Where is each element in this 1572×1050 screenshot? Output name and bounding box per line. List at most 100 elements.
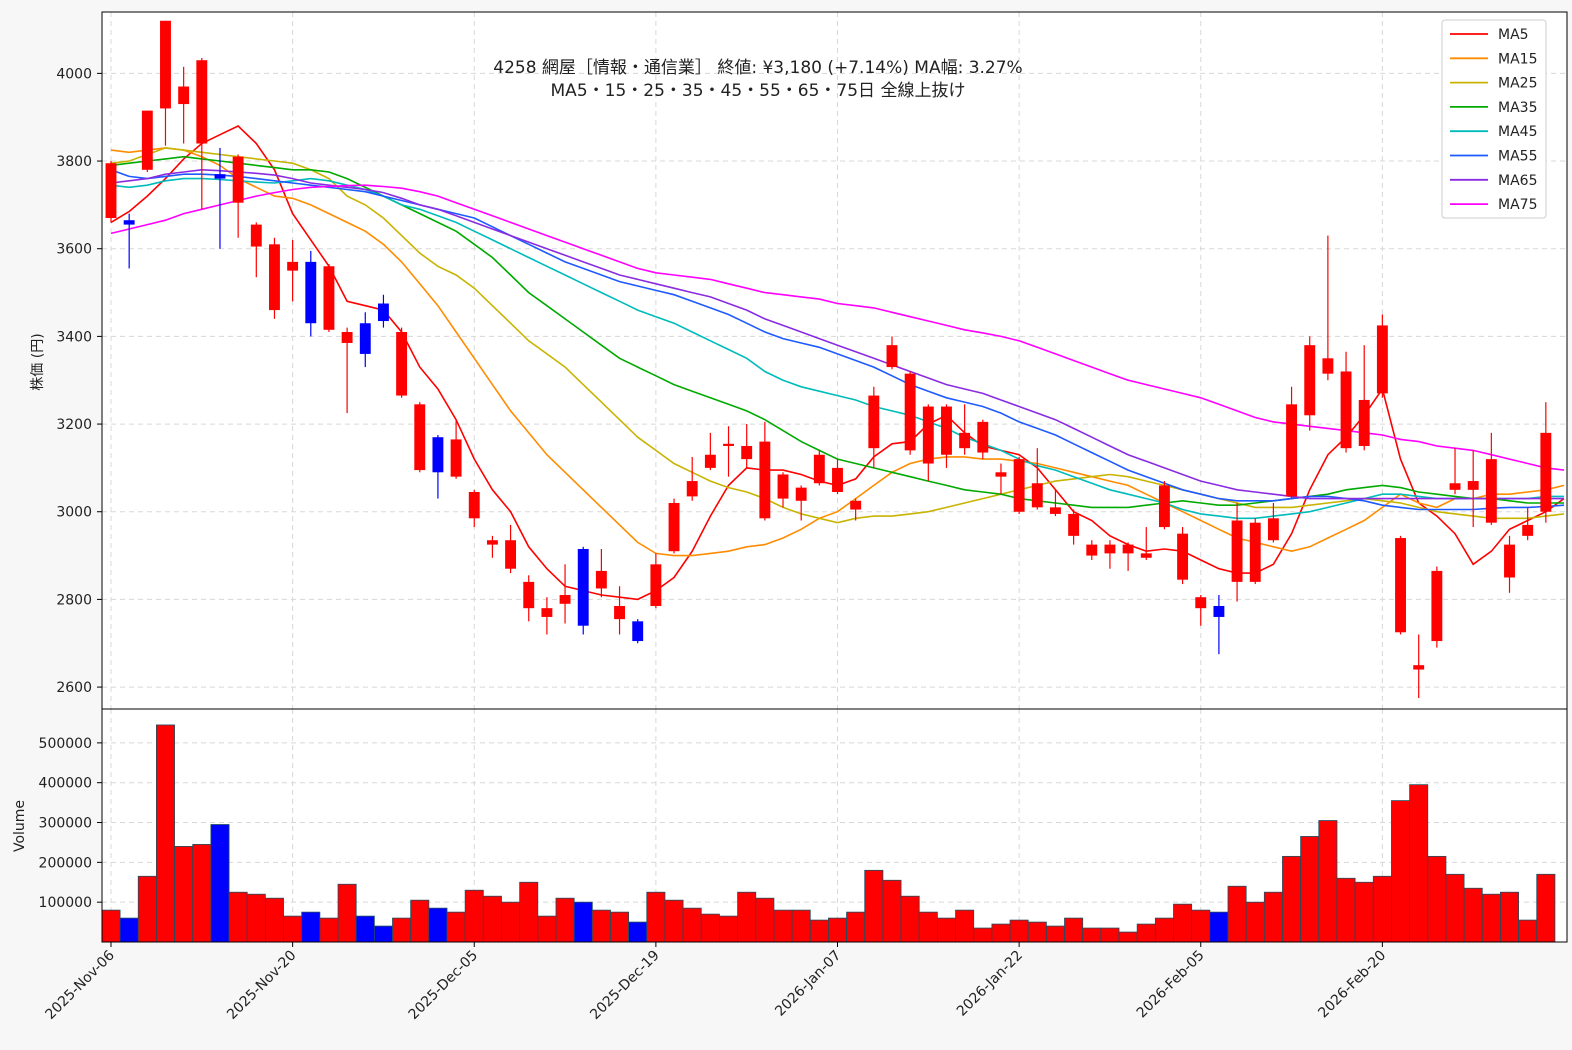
candle-body — [868, 395, 880, 449]
ma-line-ma35 — [110, 155, 1564, 509]
volume-bar — [501, 901, 521, 943]
volume-bar — [1282, 855, 1302, 943]
candle-body — [1140, 553, 1152, 558]
candle-body — [795, 487, 807, 501]
volume-bar — [955, 909, 975, 943]
volume-bar — [319, 917, 339, 943]
volume-bar — [537, 915, 557, 943]
candle-body — [1467, 481, 1479, 490]
candle-body — [1104, 544, 1116, 554]
candle-body — [1086, 544, 1098, 556]
candle-body — [595, 570, 607, 589]
volume-bar — [791, 909, 811, 943]
volume-bar — [573, 901, 593, 943]
volume-bar — [428, 907, 448, 943]
legend-label: MA5 — [1498, 27, 1529, 43]
candle-body — [505, 540, 517, 569]
volume-bar — [755, 897, 775, 943]
candle-body — [1304, 345, 1316, 416]
candle-body — [414, 404, 426, 471]
candle-body — [1340, 371, 1352, 449]
legend-label: MA15 — [1498, 51, 1537, 67]
candle-body — [1522, 524, 1534, 536]
legend-box — [1441, 19, 1547, 219]
candle-body — [1449, 483, 1461, 490]
volume-bar — [864, 869, 884, 943]
candle-body — [1540, 432, 1552, 512]
candle-body — [287, 261, 299, 271]
volume-bar — [1500, 891, 1519, 943]
candle-body — [1322, 358, 1334, 374]
candle-body — [396, 332, 408, 396]
volume-bar — [936, 917, 956, 943]
ma-line-ma15 — [110, 147, 1565, 557]
volume-bar — [846, 911, 866, 943]
candle-body — [614, 605, 625, 620]
candle-body — [832, 467, 843, 493]
volume-bars — [101, 724, 1556, 943]
candle-body — [886, 345, 898, 368]
candle-body — [1195, 597, 1207, 609]
candle-body — [1413, 665, 1425, 670]
candle-body — [741, 445, 753, 460]
chart-subtitle: MA5・15・25・35・45・55・65・75日 全線上抜け — [551, 81, 966, 101]
moving-average-lines — [110, 125, 1565, 601]
volume-bar — [301, 911, 321, 943]
price-tick-label: 2800 — [56, 592, 92, 608]
candle-body — [632, 621, 644, 642]
volume-bar — [991, 923, 1011, 943]
volume-bar — [1064, 917, 1084, 943]
candle-body — [323, 266, 335, 330]
ma-line-ma65 — [110, 168, 1564, 500]
candle-body — [1267, 518, 1279, 541]
candle-body — [160, 20, 171, 109]
ma-line-ma75 — [110, 184, 1565, 471]
price-tick-label: 3000 — [56, 505, 92, 521]
candle-body — [123, 220, 135, 225]
candle-body — [232, 156, 244, 203]
candle-body — [777, 474, 789, 499]
volume-y-label: Volume — [12, 800, 28, 852]
volume-bar — [664, 899, 684, 943]
candle-body — [1068, 513, 1080, 536]
volume-tick-label: 100000 — [39, 895, 92, 911]
volume-bar — [918, 911, 938, 943]
candle-body — [577, 548, 589, 626]
candlesticks — [105, 20, 1552, 699]
volume-bar — [482, 895, 502, 943]
volume-bar — [1536, 873, 1556, 943]
candle-body — [1013, 459, 1025, 512]
candle-body — [1286, 404, 1298, 497]
volume-bar — [246, 893, 266, 943]
candle-body — [486, 540, 498, 545]
volume-bar — [700, 913, 720, 943]
price-tick-label: 4000 — [56, 66, 92, 82]
volume-bar — [682, 907, 702, 943]
volume-bar — [1173, 903, 1193, 943]
volume-bar — [610, 911, 630, 943]
volume-bar — [373, 925, 393, 943]
candle-body — [723, 443, 734, 446]
volume-bar — [1027, 921, 1047, 943]
legend-label: MA75 — [1498, 197, 1537, 213]
volume-bar — [1045, 925, 1065, 943]
price-tick-label: 2600 — [56, 680, 92, 696]
candle-body — [1395, 538, 1406, 633]
volume-bar — [1481, 893, 1501, 943]
volume-bar — [1227, 885, 1247, 943]
volume-bar — [737, 891, 757, 943]
ma-line-ma25 — [110, 147, 1565, 524]
volume-bar — [446, 911, 466, 943]
candle-body — [178, 86, 190, 105]
volume-bar — [1427, 855, 1447, 943]
candle-body — [541, 608, 553, 617]
candle-body — [1213, 605, 1225, 617]
candle-body — [959, 432, 971, 449]
volume-bar — [119, 917, 139, 943]
candle-body — [1177, 533, 1189, 580]
candle-body — [1249, 522, 1261, 582]
volume-bar — [773, 909, 793, 943]
candle-body — [922, 406, 934, 464]
volume-bar — [137, 875, 157, 943]
candle-body — [650, 564, 662, 606]
